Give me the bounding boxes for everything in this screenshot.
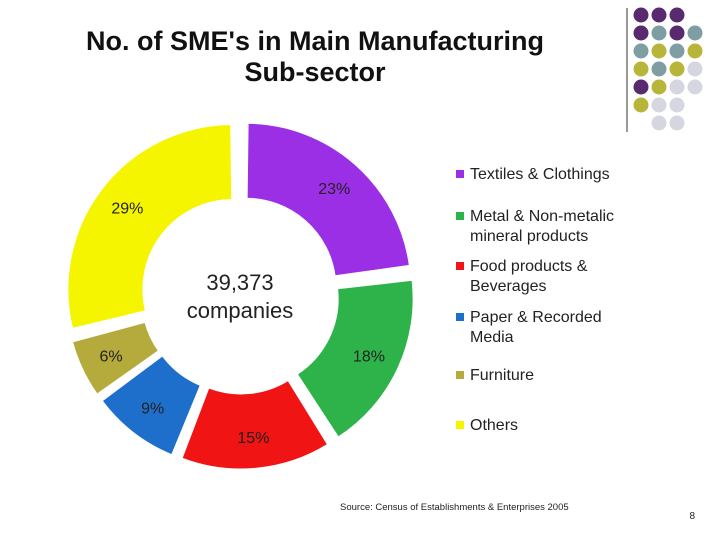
legend-swatch bbox=[456, 421, 464, 429]
legend-swatch bbox=[456, 262, 464, 270]
decorative-dot bbox=[633, 43, 649, 59]
legend-label-line: Others bbox=[470, 417, 519, 434]
decorative-dot bbox=[669, 61, 685, 77]
title-line-2: Sub-sector bbox=[244, 57, 386, 87]
decorative-dot bbox=[651, 61, 667, 77]
decorative-dot bbox=[651, 25, 667, 41]
legend-label-line: Metal & Non-metalic bbox=[470, 208, 615, 225]
legend-label-line: Paper & Recorded bbox=[470, 309, 602, 326]
legend-label: Paper & Recorded Media bbox=[470, 308, 706, 348]
legend-label-line: Furniture bbox=[470, 367, 535, 384]
decorative-dot bbox=[633, 61, 649, 77]
decorative-dot bbox=[651, 115, 667, 131]
slice-label-food-products-beverages: 15% bbox=[237, 430, 269, 447]
legend-label-line: Food products & bbox=[470, 258, 588, 275]
page-number: 8 bbox=[689, 511, 695, 522]
donut-slice-textiles-clothings bbox=[246, 122, 410, 277]
legend-label-line: Media bbox=[470, 329, 514, 346]
decorative-dot bbox=[633, 25, 649, 41]
donut-slice-metal-non-metalic-mineral-products bbox=[296, 279, 414, 438]
decorative-dot bbox=[687, 43, 703, 59]
decorative-dot bbox=[669, 25, 685, 41]
legend-label-line: mineral products bbox=[470, 228, 589, 245]
center-total-label: companies bbox=[187, 298, 293, 323]
decorative-dot bbox=[651, 97, 667, 113]
decorative-dot bbox=[633, 79, 649, 95]
legend-label: Metal & Non-metalic mineral products bbox=[470, 207, 706, 247]
donut-slice-paper-recorded-media bbox=[101, 355, 201, 456]
donut-slice-others bbox=[67, 123, 233, 330]
decorative-dot bbox=[669, 43, 685, 59]
decorative-dot bbox=[669, 115, 685, 131]
decorative-dot bbox=[633, 7, 649, 23]
slice-label-paper-recorded-media: 9% bbox=[141, 401, 164, 418]
decorative-dot bbox=[669, 7, 685, 23]
slice-label-furniture: 6% bbox=[99, 349, 122, 366]
decorative-dot bbox=[687, 25, 703, 41]
legend-swatch bbox=[456, 212, 464, 220]
decorative-dot bbox=[651, 7, 667, 23]
donut-slice-furniture bbox=[71, 321, 160, 395]
decorative-dot bbox=[687, 79, 703, 95]
slice-label-textiles-clothings: 23% bbox=[318, 181, 350, 198]
legend-swatch bbox=[456, 371, 464, 379]
legend-label-line: Textiles & Clothings bbox=[470, 166, 610, 183]
legend-swatch bbox=[456, 313, 464, 321]
slice-label-others: 29% bbox=[111, 201, 143, 218]
decorative-dot bbox=[633, 97, 649, 113]
decorative-dot bbox=[651, 43, 667, 59]
center-total-value: 39,373 bbox=[206, 270, 273, 295]
legend-label: Textiles & Clothings bbox=[470, 165, 706, 185]
donut-slice-food-products-beverages bbox=[181, 379, 329, 470]
legend-swatch bbox=[456, 170, 464, 178]
legend-label-line: Beverages bbox=[470, 278, 547, 295]
source-note: Source: Census of Establishments & Enter… bbox=[340, 502, 569, 513]
title-line-1: No. of SME's in Main Manufacturing bbox=[86, 26, 544, 56]
decorative-dot bbox=[669, 97, 685, 113]
legend-label: Others bbox=[470, 416, 706, 436]
decorative-dot bbox=[687, 61, 703, 77]
legend-label: Food products & Beverages bbox=[470, 257, 706, 297]
decorative-dot-grid bbox=[626, 7, 703, 132]
slide-title: No. of SME's in Main Manufacturing Sub-s… bbox=[40, 26, 590, 88]
slice-label-metal-non-metalic-mineral-products: 18% bbox=[353, 349, 385, 366]
legend-label: Furniture bbox=[470, 366, 706, 386]
decorative-dot bbox=[669, 79, 685, 95]
decorative-dot bbox=[651, 79, 667, 95]
